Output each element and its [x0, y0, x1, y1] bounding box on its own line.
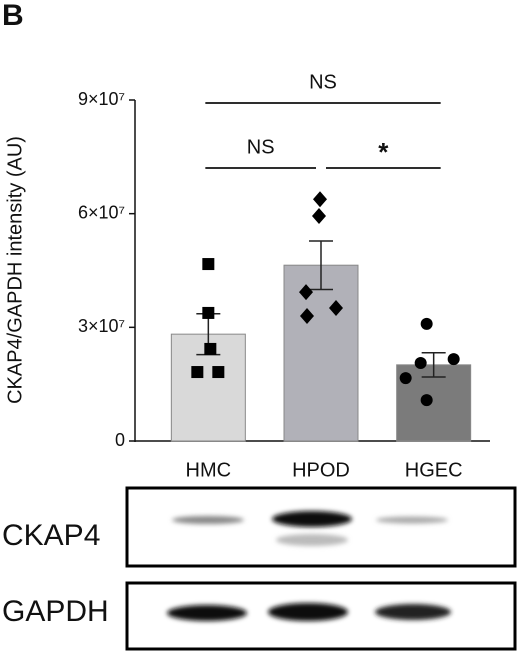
significance-label: NS	[309, 71, 337, 93]
data-point	[191, 366, 204, 379]
significance-label: *	[378, 137, 389, 167]
x-tick-label: HPOD	[292, 459, 350, 481]
band	[272, 511, 352, 527]
panel-label: B	[2, 0, 24, 32]
data-point	[414, 356, 427, 369]
plot: 0 3×10⁷ 6×10⁷ 9×10⁷ HMC HPOD HGEC NS NS *	[78, 71, 490, 481]
bar	[283, 264, 359, 442]
y-tick-label: 6×10⁷	[78, 202, 125, 222]
data-point	[399, 372, 412, 385]
band	[172, 516, 244, 524]
x-tick-label: HMC	[186, 459, 232, 481]
band	[276, 534, 348, 546]
data-point	[420, 394, 433, 407]
data-point	[447, 353, 460, 366]
data-point	[312, 207, 326, 224]
error-bar	[309, 240, 333, 291]
blot-row-label: CKAP4	[2, 519, 100, 552]
y-axis-label: CKAP4/GAPDH intensity (AU)	[4, 136, 26, 404]
y-tick-label: 3×10⁷	[78, 316, 125, 336]
blot-bands	[167, 511, 451, 621]
blot-row-label: GAPDH	[2, 595, 109, 628]
band	[268, 603, 348, 621]
data-point	[204, 342, 217, 355]
data-point	[420, 317, 433, 330]
data-point	[299, 284, 313, 301]
significance-label: NS	[247, 136, 275, 158]
band	[375, 604, 451, 620]
x-tick-label: HGEC	[405, 459, 463, 481]
y-tick-label: 0	[115, 430, 125, 450]
data-point	[300, 307, 314, 324]
band	[376, 516, 448, 524]
blot-frame	[125, 486, 517, 568]
band	[167, 605, 247, 621]
data-point	[212, 366, 225, 379]
data-point	[202, 306, 215, 319]
y-tick-label: 9×10⁷	[78, 89, 125, 109]
data-point	[329, 300, 343, 317]
error-bar	[421, 351, 446, 378]
data-point	[202, 258, 215, 271]
data-point	[313, 191, 327, 208]
